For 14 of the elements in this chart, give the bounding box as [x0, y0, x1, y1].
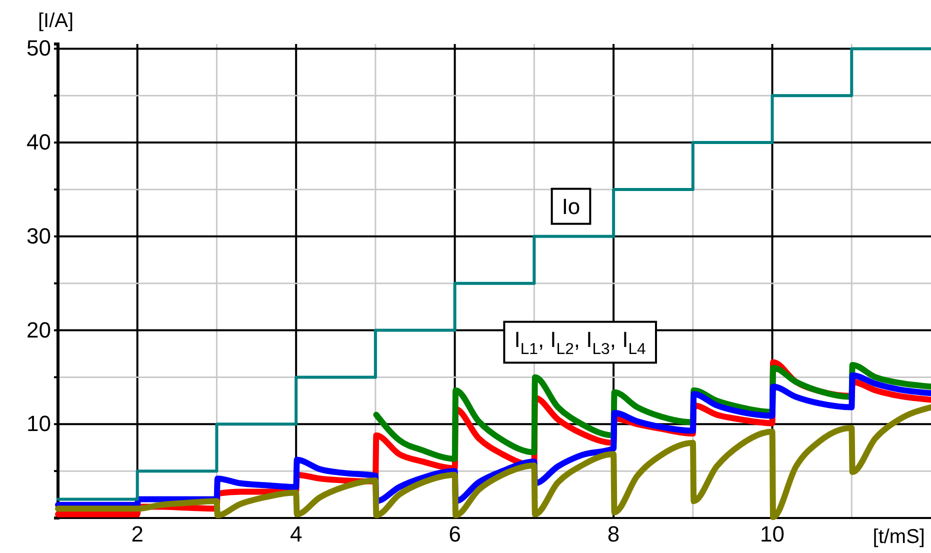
y-tick-label: 50	[26, 36, 51, 61]
x-tick-label: 4	[290, 522, 302, 547]
x-tick-label: 10	[760, 522, 785, 547]
y-tick-label: 30	[26, 223, 51, 248]
y-axis-title: [I/A]	[38, 10, 74, 32]
x-tick-label: 6	[448, 522, 461, 547]
x-tick-label: 8	[607, 522, 620, 547]
x-axis-title: [t/mS]	[872, 526, 925, 548]
annotation: Io	[562, 194, 580, 219]
y-tick-label: 20	[26, 317, 51, 342]
y-tick-label: 40	[26, 130, 51, 155]
x-tick-label: 2	[131, 522, 144, 547]
annotation: I$_{L1}$, I$_{L2}$, I$_{L3}$, I$_{L4}$	[514, 326, 646, 358]
y-tick-label: 10	[26, 411, 51, 436]
